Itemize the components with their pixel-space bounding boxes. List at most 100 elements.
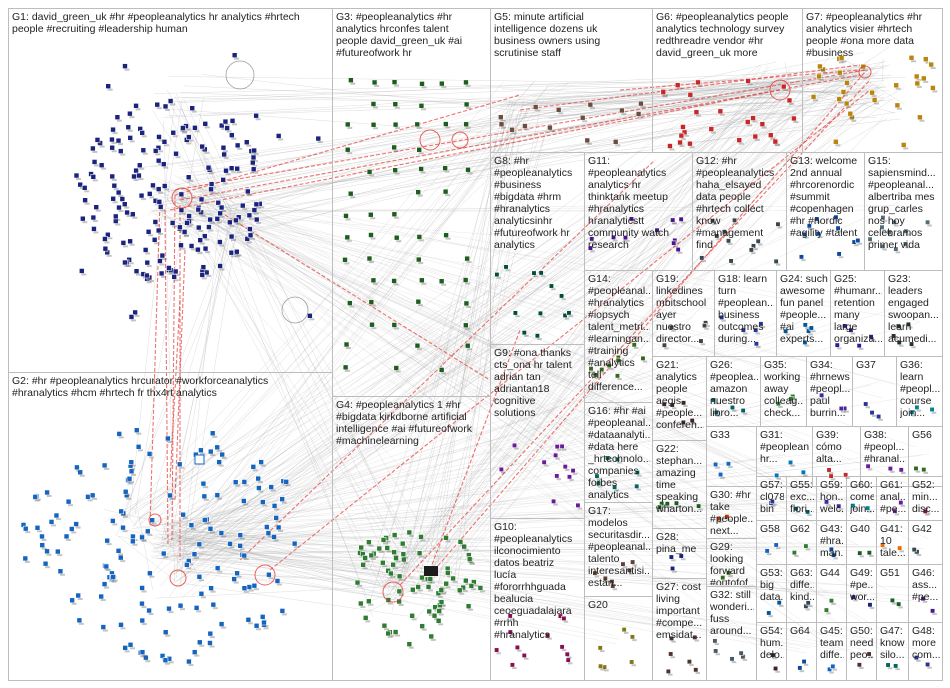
node-shadow bbox=[416, 126, 422, 129]
node-shadow bbox=[925, 61, 931, 64]
node-shadow bbox=[734, 222, 739, 225]
node-g3 bbox=[391, 211, 398, 218]
node-shadow bbox=[152, 187, 158, 190]
node-g2 bbox=[241, 552, 248, 559]
edge bbox=[189, 102, 786, 581]
group-label-g46: G46: ass... #pe... bbox=[912, 567, 939, 603]
node-shadow bbox=[84, 190, 90, 193]
node-shadow bbox=[467, 348, 473, 351]
node-shadow bbox=[819, 68, 825, 71]
node-shadow bbox=[219, 244, 225, 247]
node-g2 bbox=[186, 658, 192, 665]
node-g1 bbox=[234, 142, 241, 149]
node-shadow bbox=[41, 547, 47, 550]
edge bbox=[189, 179, 612, 459]
node-g2 bbox=[128, 468, 135, 475]
node-g1 bbox=[122, 259, 128, 266]
node-g2 bbox=[101, 462, 108, 469]
node-g7 bbox=[836, 96, 842, 102]
node-shadow bbox=[124, 650, 130, 653]
edge bbox=[177, 205, 929, 540]
edge bbox=[182, 101, 512, 551]
node-shadow bbox=[680, 221, 686, 224]
node-g2 bbox=[214, 492, 221, 498]
edge bbox=[165, 94, 777, 533]
node-shadow bbox=[841, 60, 847, 63]
node-shadow bbox=[164, 188, 170, 191]
node-shadow bbox=[402, 546, 408, 549]
node-g3 bbox=[415, 189, 421, 195]
group-box-g39 bbox=[812, 426, 861, 487]
edge bbox=[231, 86, 887, 235]
edge bbox=[430, 549, 455, 584]
node-shadow bbox=[209, 222, 215, 225]
node-shadow bbox=[147, 533, 153, 536]
node-shadow bbox=[441, 86, 447, 89]
edge bbox=[165, 188, 781, 384]
node-g4 bbox=[456, 587, 463, 594]
node-g4 bbox=[388, 570, 394, 577]
node-shadow bbox=[396, 240, 402, 243]
edge bbox=[510, 77, 890, 104]
node-shadow bbox=[111, 150, 117, 153]
edge bbox=[158, 322, 801, 549]
node-g9 bbox=[570, 468, 576, 474]
edge bbox=[170, 531, 795, 591]
node-shadow bbox=[180, 196, 186, 199]
node-g2 bbox=[44, 489, 50, 496]
node-g3 bbox=[371, 79, 378, 86]
node-g3 bbox=[464, 255, 470, 262]
node-g51 bbox=[896, 601, 902, 607]
node-shadow bbox=[582, 120, 588, 123]
node-g1 bbox=[250, 166, 257, 173]
node-shadow bbox=[243, 558, 249, 561]
node-g4 bbox=[396, 588, 403, 595]
edge bbox=[181, 180, 924, 491]
node-shadow bbox=[360, 550, 366, 553]
node-shadow bbox=[217, 570, 223, 573]
edge bbox=[170, 124, 544, 201]
node-shadow bbox=[242, 208, 248, 211]
cross-group-edge bbox=[399, 79, 871, 586]
edge bbox=[189, 209, 915, 389]
node-shadow bbox=[676, 505, 681, 508]
node-shadow bbox=[785, 333, 790, 336]
node-g12 bbox=[710, 218, 716, 224]
node-g1 bbox=[275, 133, 282, 139]
edge bbox=[175, 390, 836, 522]
node-g55 bbox=[805, 509, 811, 515]
edge bbox=[376, 567, 397, 587]
edge bbox=[188, 491, 928, 543]
node-g31 bbox=[800, 469, 806, 475]
node-g1 bbox=[78, 268, 85, 274]
node-shadow bbox=[180, 247, 186, 250]
node-shadow bbox=[273, 539, 279, 542]
node-g1 bbox=[162, 103, 169, 110]
node-g25 bbox=[848, 327, 854, 333]
node-shadow bbox=[59, 573, 65, 576]
node-g12 bbox=[728, 258, 734, 264]
node-g6 bbox=[677, 139, 683, 146]
node-shadow bbox=[231, 170, 237, 173]
node-shadow bbox=[439, 607, 445, 610]
node-shadow bbox=[829, 671, 834, 674]
node-g3 bbox=[443, 232, 449, 238]
node-g18 bbox=[753, 341, 759, 347]
node-g3 bbox=[438, 367, 445, 373]
node-g17 bbox=[630, 559, 636, 565]
node-shadow bbox=[201, 201, 207, 204]
node-g1 bbox=[221, 151, 227, 158]
node-g1 bbox=[207, 216, 213, 223]
node-g37 bbox=[876, 413, 882, 420]
edge bbox=[180, 92, 877, 119]
node-g1 bbox=[253, 201, 260, 208]
edge bbox=[189, 392, 676, 521]
edge bbox=[152, 213, 545, 430]
node-shadow bbox=[95, 209, 101, 212]
node-shadow bbox=[689, 97, 695, 100]
node-g1 bbox=[110, 126, 116, 133]
node-g2 bbox=[103, 563, 110, 570]
node-shadow bbox=[681, 558, 686, 561]
group-label-g21: G21: analytics people aegis #people... c… bbox=[656, 359, 704, 431]
node-g1 bbox=[144, 259, 151, 266]
